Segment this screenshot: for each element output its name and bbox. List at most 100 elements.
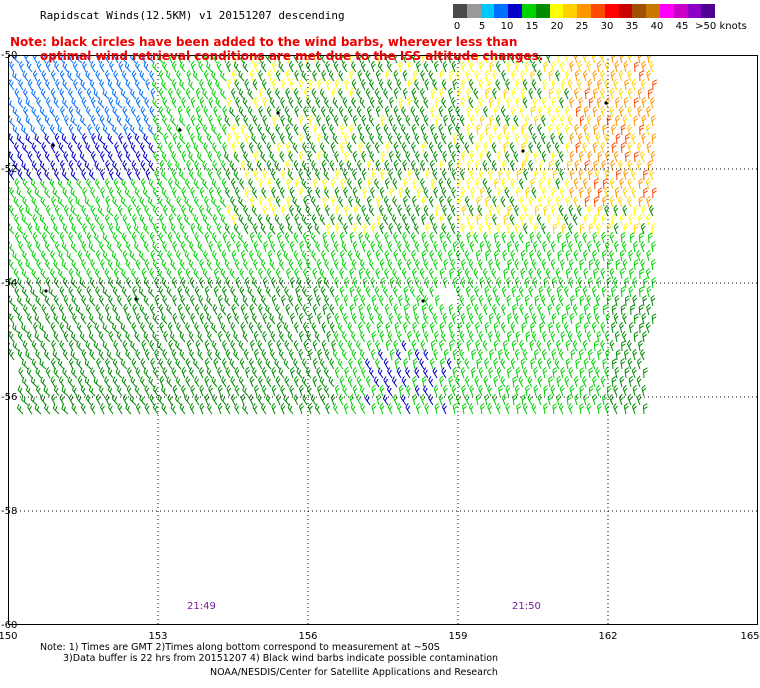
wind-barb bbox=[388, 169, 396, 180]
wind-barb bbox=[81, 97, 89, 108]
wind-barb bbox=[424, 403, 432, 414]
wind-barb bbox=[547, 178, 554, 189]
wind-barb bbox=[569, 97, 576, 108]
wind-barb bbox=[184, 251, 193, 261]
wind-barb bbox=[523, 205, 531, 216]
wind-barb bbox=[546, 214, 553, 225]
wind-barb bbox=[547, 394, 553, 405]
wind-barb bbox=[471, 367, 477, 378]
wind-barb bbox=[494, 250, 500, 261]
color-swatch bbox=[688, 4, 702, 18]
wind-barb bbox=[221, 178, 229, 189]
wind-barb bbox=[476, 358, 482, 369]
color-swatch bbox=[646, 4, 660, 18]
footer-credit: NOAA/NESDIS/Center for Satellite Applica… bbox=[210, 667, 498, 678]
wind-barb bbox=[76, 179, 86, 189]
wind-barb bbox=[299, 241, 306, 252]
wind-barb bbox=[136, 205, 144, 216]
wind-barb bbox=[504, 215, 509, 225]
wind-barb bbox=[283, 323, 292, 333]
wind-barb bbox=[507, 331, 513, 342]
wind-barb bbox=[542, 79, 549, 90]
wind-barb bbox=[204, 286, 211, 297]
wind-barb bbox=[250, 232, 257, 243]
wind-barb bbox=[73, 79, 81, 90]
wind-barb bbox=[178, 80, 188, 90]
wind-barb bbox=[12, 341, 22, 351]
wind-barb bbox=[514, 259, 522, 270]
wind-barb bbox=[511, 70, 517, 81]
wind-barb bbox=[448, 142, 455, 153]
wind-barb bbox=[598, 188, 603, 198]
wind-barb bbox=[423, 349, 432, 360]
wind-barb bbox=[537, 358, 544, 369]
wind-barb bbox=[332, 350, 341, 360]
wind-barb bbox=[477, 259, 485, 270]
wind-barb bbox=[89, 80, 98, 90]
wind-barb bbox=[210, 71, 220, 81]
wind-barb bbox=[199, 79, 207, 90]
wind-barb bbox=[430, 124, 437, 135]
wind-barb bbox=[355, 197, 364, 207]
wind-barb bbox=[36, 151, 45, 162]
wind-barb bbox=[584, 106, 590, 117]
wind-barb bbox=[615, 97, 621, 108]
wind-barb bbox=[641, 223, 648, 234]
wind-barb bbox=[365, 376, 373, 387]
wind-barb bbox=[40, 269, 50, 279]
wind-barb bbox=[498, 133, 504, 144]
wind-barb bbox=[640, 259, 648, 270]
wind-barb bbox=[494, 106, 500, 117]
wind-barb bbox=[239, 358, 247, 369]
wind-barb bbox=[402, 232, 410, 243]
wind-barb bbox=[537, 70, 545, 81]
wind-barb bbox=[281, 205, 288, 216]
wind-barb bbox=[95, 124, 104, 135]
wind-barb bbox=[397, 241, 405, 252]
wind-barb bbox=[609, 394, 617, 405]
wind-barb bbox=[421, 214, 428, 225]
wind-barb bbox=[43, 404, 53, 414]
wind-barb bbox=[396, 133, 404, 144]
wind-barb bbox=[249, 250, 257, 261]
wind-barb bbox=[433, 133, 441, 144]
wind-barb bbox=[240, 124, 247, 135]
wind-barb bbox=[634, 62, 639, 72]
wind-barb bbox=[320, 286, 328, 297]
wind-barb bbox=[509, 214, 517, 225]
wind-barb bbox=[302, 394, 311, 405]
wind-barb bbox=[304, 88, 311, 99]
wind-barb bbox=[319, 215, 328, 225]
wind-barb bbox=[85, 143, 94, 153]
wind-barb bbox=[50, 214, 59, 225]
wind-barb bbox=[651, 223, 657, 234]
wind-barb bbox=[478, 367, 485, 378]
wind-barb bbox=[178, 170, 188, 180]
wind-barb bbox=[435, 97, 441, 108]
wind-barb bbox=[330, 214, 338, 225]
wind-barb bbox=[167, 394, 176, 405]
wind-barb bbox=[314, 224, 323, 234]
wind-barb bbox=[107, 80, 116, 90]
wind-barb bbox=[39, 161, 49, 171]
wind-barb bbox=[550, 259, 557, 270]
wind-barb bbox=[20, 161, 30, 171]
wind-barb bbox=[257, 358, 266, 369]
wind-barb bbox=[349, 70, 356, 81]
wind-barb bbox=[276, 340, 284, 351]
wind-barb bbox=[619, 376, 625, 387]
wind-barb bbox=[415, 331, 422, 342]
wind-barb bbox=[550, 295, 557, 306]
wind-barb bbox=[148, 179, 157, 189]
wind-barb bbox=[25, 134, 35, 144]
wind-barb bbox=[172, 313, 180, 324]
wind-barb bbox=[467, 106, 473, 117]
wind-barb bbox=[71, 134, 80, 144]
wind-barb bbox=[362, 223, 368, 234]
wind-barb bbox=[570, 385, 576, 396]
wind-barb bbox=[131, 70, 139, 81]
wind-barb bbox=[287, 170, 296, 180]
wind-barb bbox=[311, 322, 320, 333]
wind-barb bbox=[51, 340, 59, 351]
wind-barb bbox=[563, 214, 571, 225]
